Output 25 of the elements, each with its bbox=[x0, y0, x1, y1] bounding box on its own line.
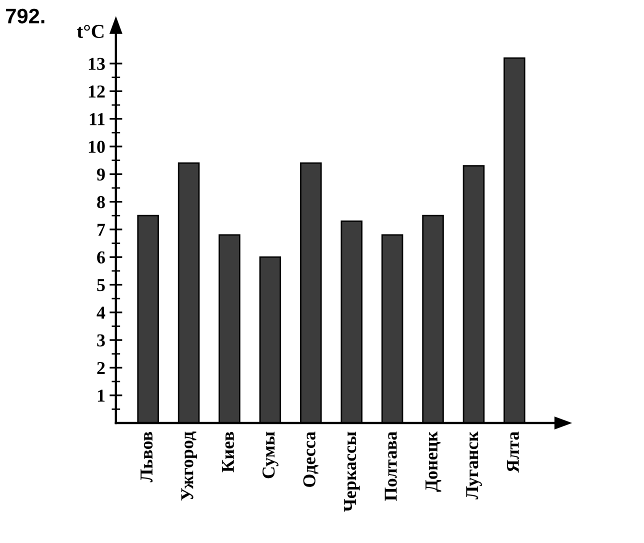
y-tick-label: 9 bbox=[96, 168, 105, 181]
y-tick-label: 3 bbox=[97, 334, 105, 346]
y-tick-label: 12 bbox=[88, 86, 105, 98]
y-tick-label: 11 bbox=[90, 113, 105, 126]
y-tick-label: 13 bbox=[88, 58, 105, 70]
y-tick-label: 4 bbox=[96, 306, 106, 319]
x-tick-label: Ялта bbox=[506, 432, 519, 473]
y-tick-label: 1 bbox=[98, 390, 105, 402]
y-tick-label: 2 bbox=[97, 362, 105, 374]
chart-title: 792. bbox=[6, 8, 44, 24]
x-tick-label: Черкассы bbox=[344, 432, 360, 512]
y-axis-title: t°C bbox=[76, 24, 104, 38]
y-tick-label: 8 bbox=[97, 196, 105, 208]
x-tick-label: Луганск bbox=[466, 431, 482, 500]
x-tick-label: Киев bbox=[222, 432, 234, 472]
y-tick-label: 10 bbox=[88, 140, 105, 153]
x-tick-label: Львов bbox=[140, 432, 153, 482]
x-tick-label: Донецк bbox=[426, 431, 442, 492]
x-tick-label: Сумы bbox=[262, 432, 278, 478]
y-tick-label: 5 bbox=[97, 279, 105, 292]
x-tick-label: Ужгород bbox=[181, 432, 197, 500]
x-tick-label: Полтава bbox=[384, 432, 397, 501]
y-tick-label: 6 bbox=[97, 251, 105, 264]
x-tick-label: Одесса bbox=[303, 432, 318, 487]
y-tick-label: 7 bbox=[98, 224, 106, 236]
